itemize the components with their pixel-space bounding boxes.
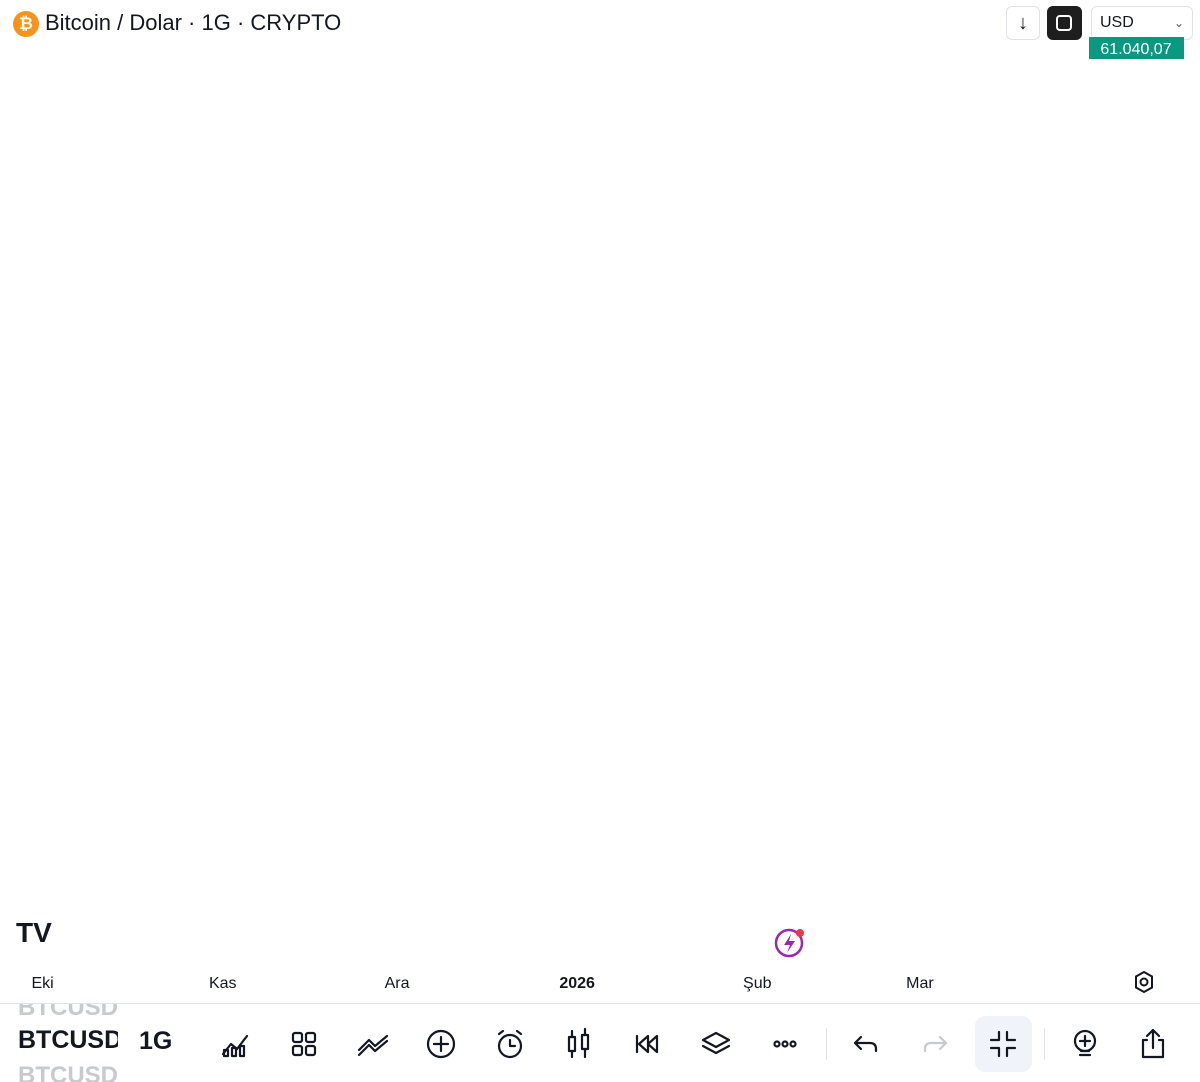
ideas-button[interactable] (1065, 1024, 1105, 1064)
price-chart[interactable]: XABCD0,3790,5851,2482,19 140.000,00130.0… (0, 0, 1200, 1003)
undo-icon (853, 1035, 878, 1053)
bitcoin-logo-icon: ₿ (13, 11, 39, 37)
fit-screen-button[interactable] (983, 1024, 1023, 1064)
alert-button[interactable] (490, 1024, 530, 1064)
symbol-current: BTCUSD (18, 1026, 118, 1054)
chevron-down-icon: ⌄ (1173, 16, 1184, 30)
more-icon (773, 1040, 797, 1048)
branding: TV (16, 917, 1153, 994)
toolbar-divider (1044, 1028, 1045, 1060)
chart-type-icon (567, 1027, 590, 1059)
indicators-button[interactable] (215, 1024, 255, 1064)
add-icon (426, 1029, 456, 1059)
undo-button[interactable] (846, 1024, 886, 1064)
svg-text:61.040,07: 61.040,07 (1100, 41, 1171, 58)
time-tick-label: Şub (743, 975, 772, 992)
layers-button[interactable] (696, 1024, 736, 1064)
templates-button[interactable] (284, 1024, 324, 1064)
indicators-icon (221, 1034, 249, 1058)
time-tick-label: Eki (32, 975, 54, 992)
download-button[interactable]: ↓ (1006, 6, 1040, 40)
time-tick-label: 2026 (559, 975, 595, 992)
toolbar-divider (826, 1028, 827, 1060)
symbol-prev: BTCUSD (18, 1004, 118, 1021)
redo-button[interactable] (915, 1024, 955, 1064)
currency-value: USD (1100, 14, 1134, 31)
drawings-button[interactable] (353, 1024, 393, 1064)
fit-screen-active-bg (975, 1016, 1032, 1072)
share-icon (1141, 1028, 1165, 1059)
time-axis[interactable]: Eki Kas Ara 2026 Şub Mar (32, 975, 935, 992)
chart-type-button[interactable] (559, 1024, 599, 1064)
fullscreen-icon (1056, 15, 1072, 31)
more-button[interactable] (765, 1024, 805, 1064)
fit-screen-icon (989, 1030, 1017, 1058)
replay-icon (635, 1034, 659, 1054)
redo-icon (923, 1035, 948, 1053)
templates-icon (291, 1031, 317, 1057)
interval-button[interactable]: 1G (139, 1027, 173, 1055)
price-axis[interactable]: 140.000,00130.000,00122.000,00114.000,00… (1089, 0, 1187, 59)
flash-icon[interactable] (774, 928, 804, 958)
add-button[interactable] (421, 1024, 461, 1064)
fullscreen-button[interactable] (1047, 6, 1082, 40)
time-tick-label: Mar (906, 975, 934, 992)
tradingview-logo: TV (16, 917, 52, 948)
ideas-icon (1073, 1029, 1097, 1057)
price-level-tag[interactable]: 61.040,07 (1089, 37, 1184, 59)
replay-button[interactable] (628, 1024, 668, 1064)
symbol-switcher[interactable]: BTCUSD BTCUSD BTCUSD (18, 1004, 118, 1082)
alert-icon (497, 1029, 523, 1059)
chart-header: ₿ Bitcoin / Dolar · 1G · CRYPTO ↓ USD ⌄ (0, 0, 1200, 48)
time-tick-label: Kas (209, 975, 237, 992)
drawings-icon (357, 1034, 389, 1057)
symbol-title[interactable]: Bitcoin / Dolar · 1G · CRYPTO (45, 10, 342, 35)
time-tick-label: Ara (385, 975, 410, 992)
layers-icon (701, 1031, 731, 1055)
share-button[interactable] (1133, 1024, 1173, 1064)
bottom-toolbar: BTCUSD BTCUSD BTCUSD 1G (0, 1003, 1200, 1082)
settings-gear-icon[interactable] (1135, 970, 1153, 994)
symbol-next: BTCUSD (18, 1062, 118, 1082)
